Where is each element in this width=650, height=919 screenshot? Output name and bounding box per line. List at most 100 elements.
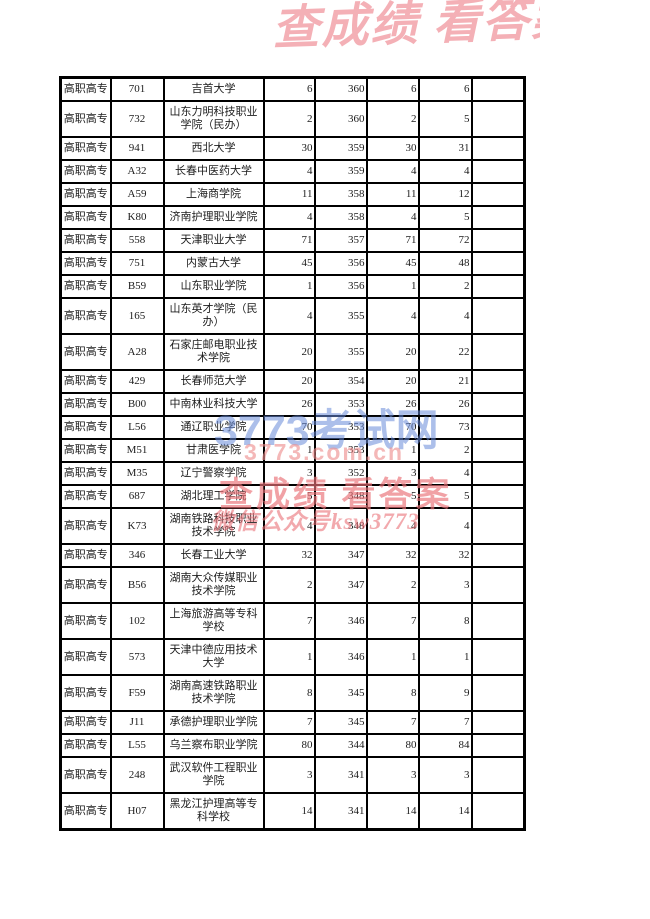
cell-school-code: M35 xyxy=(109,461,165,486)
cell-num-3: 84 xyxy=(417,733,473,758)
cell-num-1: 30 xyxy=(262,136,316,161)
cell-blank xyxy=(470,392,526,417)
cell-num-2: 7 xyxy=(365,602,420,640)
table-row: 高职高专 B59 山东职业学院 1 356 1 2 xyxy=(59,274,526,299)
cell-school-name: 长春师范大学 xyxy=(162,369,265,394)
cell-num-2: 70 xyxy=(365,415,420,440)
cell-num-1: 7 xyxy=(262,602,316,640)
cell-num-3: 48 xyxy=(417,251,473,276)
cell-num-2: 20 xyxy=(365,333,420,371)
cell-school-code: F59 xyxy=(109,674,165,712)
table-row: 高职高专 346 长春工业大学 32 347 32 32 xyxy=(59,543,526,568)
cell-score: 346 xyxy=(313,638,368,676)
cell-blank xyxy=(470,543,526,568)
cell-school-code: 573 xyxy=(109,638,165,676)
cell-category: 高职高专 xyxy=(59,159,112,184)
cell-num-3: 12 xyxy=(417,182,473,207)
cell-num-3: 9 xyxy=(417,674,473,712)
cell-school-code: B00 xyxy=(109,392,165,417)
cell-school-name: 石家庄邮电职业技术学院 xyxy=(162,333,265,371)
cell-num-3: 1 xyxy=(417,638,473,676)
cell-num-2: 1 xyxy=(365,638,420,676)
cell-num-2: 5 xyxy=(365,484,420,509)
cell-school-code: 751 xyxy=(109,251,165,276)
table-row: 高职高专 B00 中南林业科技大学 26 353 26 26 xyxy=(59,392,526,417)
cell-category: 高职高专 xyxy=(59,76,112,102)
cell-school-code: L56 xyxy=(109,415,165,440)
cell-num-2: 4 xyxy=(365,205,420,230)
cell-score: 341 xyxy=(313,792,368,831)
cell-score: 348 xyxy=(313,507,368,545)
cell-score: 358 xyxy=(313,182,368,207)
cell-category: 高职高专 xyxy=(59,638,112,676)
cell-school-name: 上海商学院 xyxy=(162,182,265,207)
cell-num-1: 20 xyxy=(262,333,316,371)
table-row: 高职高专 941 西北大学 30 359 30 31 xyxy=(59,136,526,161)
cell-num-3: 4 xyxy=(417,297,473,335)
cell-blank xyxy=(470,251,526,276)
cell-school-name: 山东英才学院（民办） xyxy=(162,297,265,335)
cell-num-1: 5 xyxy=(262,484,316,509)
cell-school-name: 山东力明科技职业学院（民办） xyxy=(162,100,265,138)
cell-school-name: 乌兰察布职业学院 xyxy=(162,733,265,758)
cell-num-1: 1 xyxy=(262,274,316,299)
table-row: 高职高专 B56 湖南大众传媒职业技术学院 2 347 2 3 xyxy=(59,566,526,604)
cell-score: 356 xyxy=(313,274,368,299)
table-row: 高职高专 L55 乌兰察布职业学院 80 344 80 84 xyxy=(59,733,526,758)
cell-blank xyxy=(470,674,526,712)
cell-blank xyxy=(470,756,526,794)
cell-school-name: 西北大学 xyxy=(162,136,265,161)
cell-num-3: 8 xyxy=(417,602,473,640)
cell-num-2: 71 xyxy=(365,228,420,253)
cell-category: 高职高专 xyxy=(59,733,112,758)
cell-num-2: 8 xyxy=(365,674,420,712)
cell-score: 359 xyxy=(313,159,368,184)
cell-school-code: 346 xyxy=(109,543,165,568)
table-row: 高职高专 A28 石家庄邮电职业技术学院 20 355 20 22 xyxy=(59,333,526,371)
cell-blank xyxy=(470,369,526,394)
cell-num-1: 26 xyxy=(262,392,316,417)
cell-school-code: 701 xyxy=(109,76,165,102)
cell-blank xyxy=(470,507,526,545)
cell-num-3: 5 xyxy=(417,205,473,230)
cell-category: 高职高专 xyxy=(59,100,112,138)
cell-category: 高职高专 xyxy=(59,182,112,207)
cell-num-2: 11 xyxy=(365,182,420,207)
table-row: 高职高专 701 吉首大学 6 360 6 6 xyxy=(59,76,526,102)
cell-category: 高职高专 xyxy=(59,710,112,735)
cell-school-name: 长春中医药大学 xyxy=(162,159,265,184)
cell-num-1: 20 xyxy=(262,369,316,394)
cell-school-name: 辽宁警察学院 xyxy=(162,461,265,486)
cell-school-code: A59 xyxy=(109,182,165,207)
cell-num-3: 4 xyxy=(417,461,473,486)
table-row: 高职高专 165 山东英才学院（民办） 4 355 4 4 xyxy=(59,297,526,335)
cell-num-1: 1 xyxy=(262,638,316,676)
cell-school-name: 山东职业学院 xyxy=(162,274,265,299)
cell-num-1: 11 xyxy=(262,182,316,207)
cell-school-name: 长春工业大学 xyxy=(162,543,265,568)
cell-num-1: 3 xyxy=(262,461,316,486)
cell-school-name: 中南林业科技大学 xyxy=(162,392,265,417)
cell-category: 高职高专 xyxy=(59,297,112,335)
cell-school-code: A32 xyxy=(109,159,165,184)
cell-category: 高职高专 xyxy=(59,674,112,712)
cell-num-1: 4 xyxy=(262,159,316,184)
cell-blank xyxy=(470,638,526,676)
cell-school-code: 558 xyxy=(109,228,165,253)
cell-school-name: 湖南高速铁路职业技术学院 xyxy=(162,674,265,712)
cell-category: 高职高专 xyxy=(59,507,112,545)
cell-score: 355 xyxy=(313,297,368,335)
cell-num-1: 4 xyxy=(262,297,316,335)
cell-score: 355 xyxy=(313,333,368,371)
admission-score-table: 高职高专 701 吉首大学 6 360 6 6 高职高专 732 山东力明科技职业学院（民办） 2 3… xyxy=(59,76,526,831)
cell-blank xyxy=(470,205,526,230)
cell-school-code: J11 xyxy=(109,710,165,735)
cell-num-2: 32 xyxy=(365,543,420,568)
cell-score: 347 xyxy=(313,566,368,604)
cell-num-1: 6 xyxy=(262,76,316,102)
cell-score: 341 xyxy=(313,756,368,794)
cell-blank xyxy=(470,484,526,509)
cell-num-3: 4 xyxy=(417,159,473,184)
cell-school-name: 通辽职业学院 xyxy=(162,415,265,440)
cell-category: 高职高专 xyxy=(59,438,112,463)
